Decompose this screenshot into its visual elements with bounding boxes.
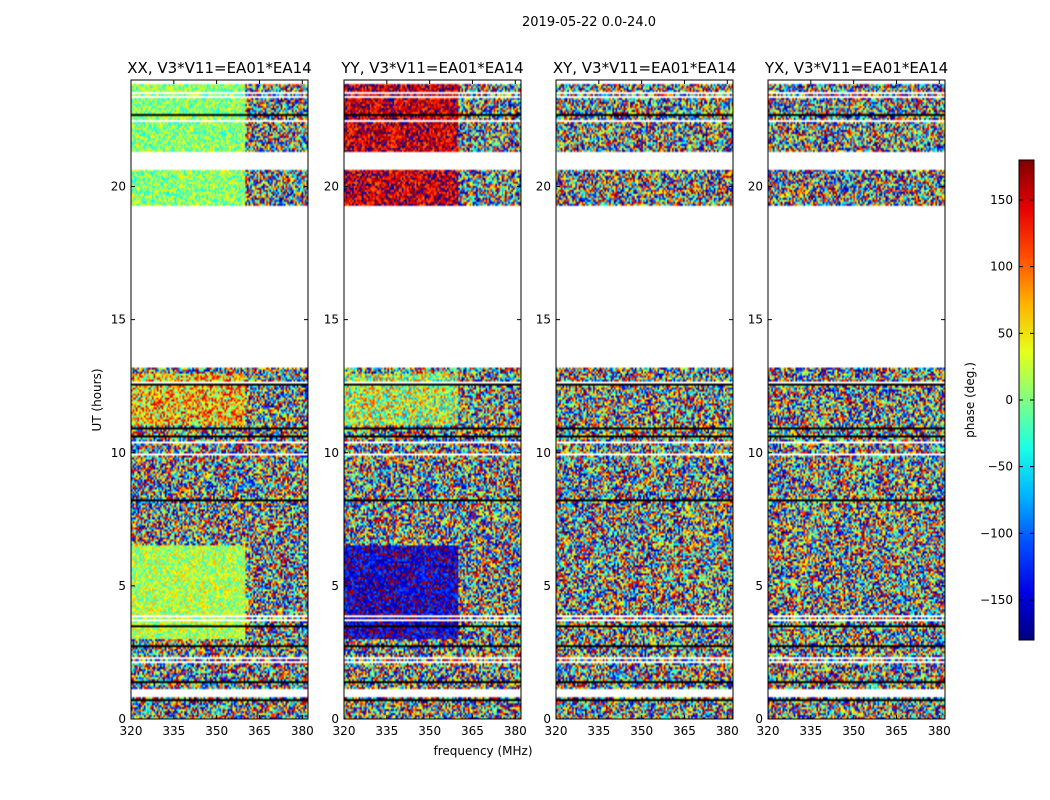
heatmap-xx <box>131 80 308 719</box>
heatmap-yy <box>344 80 521 719</box>
y-tick-label: 10 <box>536 446 551 460</box>
x-tick-label: 365 <box>673 724 696 738</box>
y-tick-label: 0 <box>543 712 551 726</box>
panel-yy: YY, V3*V11=EA01*EA14 320 335 350 365 380 0 5 10 1… <box>324 59 527 738</box>
panel-frame <box>130 79 309 720</box>
panels-group: XX, V3*V11=EA01*EA14 320 335 350 365 380 0 5 10 1… <box>111 59 951 738</box>
y-tick-label: 0 <box>118 712 126 726</box>
panel-xy: XY, V3*V11=EA01*EA14 320 335 350 365 380 0 5 10 1… <box>536 59 739 738</box>
heatmap-yx <box>768 80 945 719</box>
x-tick-label: 320 <box>333 724 356 738</box>
y-tick-label: 5 <box>331 579 339 593</box>
colorbar-tick-label: 50 <box>998 326 1013 340</box>
x-tick-label: 365 <box>885 724 908 738</box>
y-tick-label: 10 <box>748 446 763 460</box>
colorbar-tick-label: −50 <box>988 460 1013 474</box>
figure-title: 2019-05-22 0.0-24.0 <box>522 15 656 30</box>
colorbar-tick-label: −100 <box>980 526 1013 540</box>
panel-frame <box>767 79 946 720</box>
x-tick-label: 320 <box>120 724 143 738</box>
colorbar-label: phase (deg.) <box>963 362 977 438</box>
colorbar-tick-label: 0 <box>1005 393 1013 407</box>
panel-yx: YX, V3*V11=EA01*EA14 320 335 350 365 380 0 5 10 1… <box>748 59 951 738</box>
x-tick-label: 365 <box>248 724 271 738</box>
y-tick-label: 20 <box>111 180 126 194</box>
colorbar-tick-label: −150 <box>980 593 1013 607</box>
panel-title: YY, V3*V11=EA01*EA14 <box>340 59 523 77</box>
panel-frame <box>343 79 522 720</box>
panel-title: YX, V3*V11=EA01*EA14 <box>764 59 948 77</box>
x-tick-label: 380 <box>504 724 527 738</box>
colorbar-tick-label: 150 <box>990 193 1013 207</box>
y-tick-label: 15 <box>324 313 339 327</box>
x-tick-label: 320 <box>757 724 780 738</box>
x-tick-label: 335 <box>799 724 822 738</box>
x-tick-label: 350 <box>630 724 653 738</box>
y-tick-label: 20 <box>536 180 551 194</box>
y-tick-label: 20 <box>324 180 339 194</box>
y-tick-label: 15 <box>111 313 126 327</box>
panel-title: XY, V3*V11=EA01*EA14 <box>553 59 736 77</box>
x-axis-label: frequency (MHz) <box>433 744 532 758</box>
colorbar-tick-label: 100 <box>990 260 1013 274</box>
y-tick-label: 0 <box>755 712 763 726</box>
x-tick-label: 380 <box>928 724 951 738</box>
x-tick-label: 335 <box>162 724 185 738</box>
y-tick-label: 15 <box>748 313 763 327</box>
y-tick-label: 10 <box>324 446 339 460</box>
x-tick-label: 380 <box>716 724 739 738</box>
x-tick-label: 335 <box>375 724 398 738</box>
panel-title: XX, V3*V11=EA01*EA14 <box>127 59 311 77</box>
y-tick-label: 0 <box>331 712 339 726</box>
y-tick-label: 10 <box>111 446 126 460</box>
y-tick-label: 5 <box>118 579 126 593</box>
y-tick-label: 15 <box>536 313 551 327</box>
panel-frame <box>555 79 734 720</box>
x-tick-label: 365 <box>461 724 484 738</box>
x-tick-label: 320 <box>545 724 568 738</box>
heatmap-xy <box>556 80 733 719</box>
y-tick-label: 20 <box>748 180 763 194</box>
x-tick-label: 350 <box>842 724 865 738</box>
x-tick-label: 350 <box>205 724 228 738</box>
x-tick-label: 335 <box>587 724 610 738</box>
colorbar: 150 100 50 0 −50 −100 −150 <box>980 159 1035 641</box>
y-tick-label: 5 <box>755 579 763 593</box>
x-tick-label: 350 <box>418 724 441 738</box>
y-axis-label: UT (hours) <box>90 368 104 431</box>
x-tick-label: 380 <box>291 724 314 738</box>
y-tick-label: 5 <box>543 579 551 593</box>
panel-xx: XX, V3*V11=EA01*EA14 320 335 350 365 380 0 5 10 1… <box>111 59 314 738</box>
